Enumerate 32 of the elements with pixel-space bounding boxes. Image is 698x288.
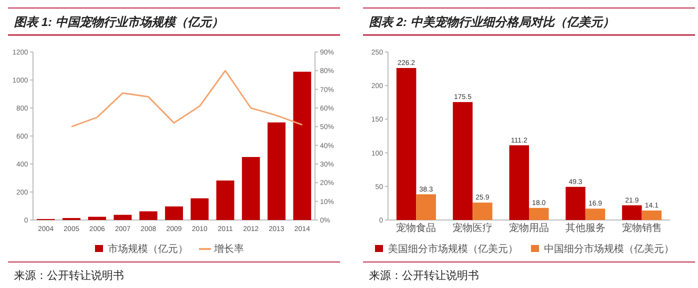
legend-label: 增长率	[213, 243, 244, 255]
chart-title: 图表 1: 中国宠物行业市场规模（亿元）	[14, 15, 224, 29]
chart-title: 图表 2: 中美宠物行业细分格局对比（亿美元）	[369, 15, 614, 29]
x-tick-label: 宠物医疗	[452, 222, 493, 234]
bar	[585, 208, 606, 220]
bar	[472, 202, 492, 220]
legend-label: 市场规模（亿元）	[108, 243, 188, 255]
bar	[416, 194, 436, 220]
bar	[114, 214, 132, 220]
bar	[293, 72, 312, 220]
bar	[190, 198, 209, 220]
bar	[452, 102, 473, 220]
bar	[88, 216, 106, 220]
bar	[165, 206, 183, 220]
source-note: 来源：公开转让说明书	[14, 269, 124, 282]
x-tick-label: 宠物用品	[509, 222, 549, 234]
bar	[139, 211, 158, 220]
bar	[509, 145, 529, 220]
bar	[242, 157, 260, 220]
legend-label: 美国细分市场规模（亿美元）	[388, 243, 518, 255]
x-tick-label: 宠物销售	[622, 222, 662, 234]
bar	[216, 180, 234, 220]
bar	[396, 68, 416, 220]
x-tick-label: 宠物食品	[396, 222, 436, 234]
bar	[566, 186, 586, 220]
source-note: 来源：公开转让说明书	[369, 269, 479, 282]
bar	[622, 205, 642, 220]
x-tick-label: 其他服务	[565, 222, 606, 234]
bar	[529, 208, 549, 220]
legend-label: 中国细分市场规模（亿美元）	[544, 243, 674, 255]
bar	[642, 210, 662, 220]
bar	[268, 122, 286, 220]
